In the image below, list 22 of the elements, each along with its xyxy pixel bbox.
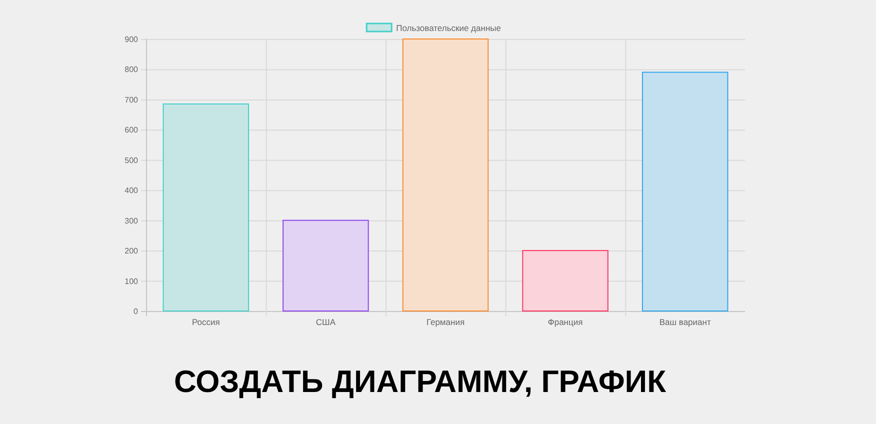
y-tick-label: 600 xyxy=(124,126,139,135)
bar xyxy=(162,103,250,312)
x-tick-label: Россия xyxy=(192,317,220,327)
y-tick-label: 800 xyxy=(124,65,139,74)
y-tick-label: 300 xyxy=(124,216,139,226)
y-tick-label: 500 xyxy=(124,156,139,165)
y-tick-label: 200 xyxy=(124,246,139,256)
y-tick-label: 400 xyxy=(124,186,139,196)
y-tick-label: 0 xyxy=(134,307,139,316)
x-tick-label: Ваш вариант xyxy=(659,317,711,327)
x-tick-label: Германия xyxy=(426,317,465,327)
y-tick-label: 700 xyxy=(124,95,139,104)
bar xyxy=(282,220,369,312)
x-tick-label: США xyxy=(316,317,336,327)
legend-label: Пользовательские данные xyxy=(396,23,502,33)
bar xyxy=(402,38,489,312)
x-tick-label: Франция xyxy=(548,317,584,327)
y-tick-label: 900 xyxy=(124,35,139,44)
text: СОЗДАТЬ ДИАГРАММУ, ГРАФИК xyxy=(174,364,666,399)
y-tick-label: 100 xyxy=(124,276,139,286)
bar xyxy=(522,250,608,312)
bar xyxy=(642,72,728,312)
